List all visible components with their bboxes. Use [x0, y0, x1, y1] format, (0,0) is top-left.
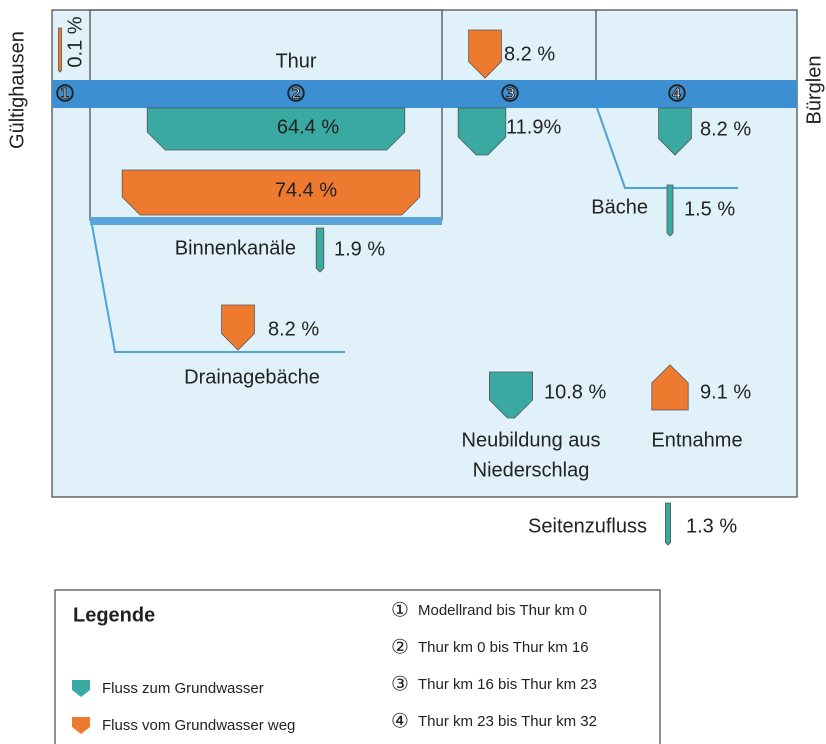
flow-arrow	[658, 107, 692, 156]
drains-label: Drainagebäche	[184, 366, 320, 388]
flow-arrow	[468, 29, 502, 79]
section-number: ②	[286, 82, 306, 107]
flow-arrow	[146, 107, 406, 151]
flow-arrow	[665, 502, 671, 546]
flow-arrow	[651, 364, 689, 411]
section-number: ①	[55, 82, 75, 107]
flow-label: 10.8 %	[544, 381, 606, 403]
flow-label: 11.9%	[506, 116, 561, 138]
legend-box	[54, 589, 661, 744]
flow-label: 1.9 %	[334, 238, 385, 260]
recharge-label: Niederschlag	[473, 459, 590, 481]
legend-item: Fluss zum Grundwasser	[102, 680, 264, 697]
flow-label: 64.4 %	[277, 116, 339, 138]
legend-swatch	[72, 680, 90, 697]
recharge-label: Neubildung aus	[462, 429, 601, 451]
drain-line	[91, 224, 345, 353]
withdrawal-label: Entnahme	[651, 429, 742, 451]
flow-arrow	[488, 371, 533, 419]
legend-section-number: ②	[391, 635, 409, 659]
right-label: Bürglen	[803, 56, 825, 125]
canal	[90, 217, 442, 225]
left-label: Gültighausen	[6, 31, 28, 149]
river	[52, 80, 797, 108]
flow-arrow	[666, 184, 674, 237]
canals-label: Binnenkanäle	[175, 237, 296, 259]
flow-arrow	[221, 304, 255, 351]
flow-label: 8.2 %	[268, 318, 319, 340]
legend-section: Thur km 0 bis Thur km 16	[418, 639, 589, 656]
legend-section: Thur km 23 bis Thur km 32	[418, 713, 597, 730]
flow-arrow	[121, 169, 421, 216]
flow-arrow	[58, 27, 62, 73]
legend-section-number: ①	[391, 598, 409, 622]
flow-label: 9.1 %	[700, 381, 751, 403]
legend-section-number: ④	[391, 709, 409, 733]
legend-section: Thur km 16 bis Thur km 23	[418, 676, 597, 693]
legend-swatch	[72, 717, 90, 734]
flow-label: 0.1 %	[64, 16, 86, 67]
legend-title: Legende	[73, 604, 155, 626]
section-number: ④	[667, 82, 687, 107]
lateral-label: Seitenzufluss	[528, 515, 647, 537]
flow-arrow	[457, 107, 507, 156]
flow-label: 8.2 %	[700, 118, 751, 140]
section-number: ③	[500, 82, 520, 107]
flow-label: 1.5 %	[684, 198, 735, 220]
flow-label: 1.3 %	[686, 515, 737, 537]
section-markers: ① ② ③ ④	[55, 82, 688, 108]
flow-arrow	[315, 227, 325, 273]
streams-label: Bäche	[591, 196, 648, 218]
flow-label: 8.2 %	[504, 43, 555, 65]
legend-section-number: ③	[391, 672, 409, 696]
legend-section: Modellrand bis Thur km 0	[418, 602, 587, 619]
stream-line	[596, 107, 738, 189]
flow-label: 74.4 %	[275, 179, 337, 201]
river-label: Thur	[275, 50, 316, 72]
legend-item: Fluss vom Grundwasser weg	[102, 717, 295, 734]
